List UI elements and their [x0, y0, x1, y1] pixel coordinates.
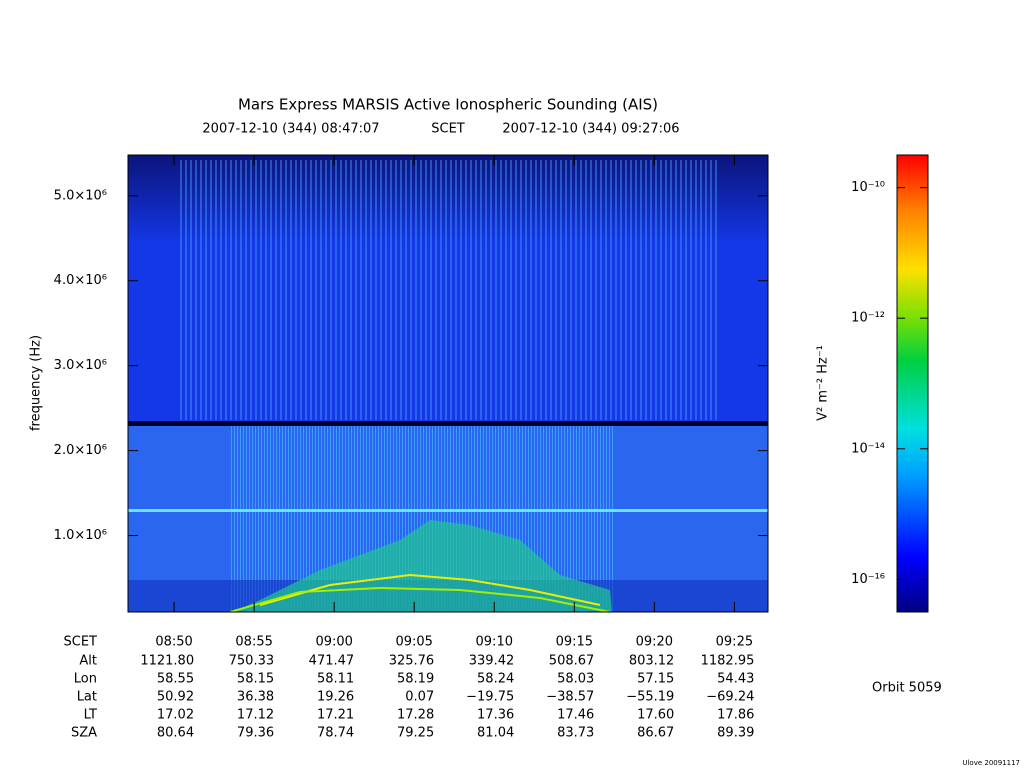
- ephemeris-value: 471.47: [309, 654, 355, 669]
- ephemeris-value: 79.36: [237, 726, 274, 741]
- ephemeris-value: 1121.80: [140, 654, 194, 669]
- ephemeris-value: 750.33: [229, 654, 275, 669]
- ephemeris-value: −69.24: [706, 690, 754, 705]
- ephemeris-value: 58.03: [557, 672, 594, 687]
- time-end: 2007-12-10 (344) 09:27:06: [502, 122, 679, 137]
- colorbar-tick-label: 10⁻¹⁰: [851, 180, 885, 195]
- y-tick-label: 2.0×10⁶: [54, 443, 107, 458]
- credit: Ulove 20091117: [962, 759, 1020, 767]
- ephemeris-value: −38.57: [546, 690, 594, 705]
- ephemeris-value: 17.21: [317, 708, 354, 723]
- ephemeris-value: 58.24: [477, 672, 514, 687]
- x-tick-label: 09:15: [556, 635, 593, 650]
- ephemeris-value: 1182.95: [701, 654, 755, 669]
- ephemeris-value: 79.25: [397, 726, 434, 741]
- ephemeris-value: 508.67: [549, 654, 595, 669]
- colorbar: [896, 154, 929, 613]
- ephemeris-value: 339.42: [469, 654, 515, 669]
- ephemeris-label: SZA: [71, 726, 97, 741]
- ephemeris-value: 81.04: [477, 726, 514, 741]
- spectrogram-image: [128, 155, 768, 613]
- ephemeris-value: 89.39: [717, 726, 754, 741]
- ephemeris-value: 54.43: [717, 672, 754, 687]
- y-tick-label: 3.0×10⁶: [54, 358, 107, 373]
- ephemeris-value: 83.73: [557, 726, 594, 741]
- ephemeris-value: −19.75: [466, 690, 514, 705]
- ephemeris-value: 80.64: [157, 726, 194, 741]
- ephemeris-value: 17.12: [237, 708, 274, 723]
- y-axis-label: frequency (Hz): [29, 335, 44, 431]
- orbit: Orbit 5059: [872, 681, 942, 696]
- ephemeris-value: 78.74: [317, 726, 354, 741]
- ephemeris-label: LT: [84, 708, 97, 723]
- ephemeris-value: 17.86: [717, 708, 754, 723]
- ephemeris-value: 803.12: [629, 654, 675, 669]
- x-tick-label: 09:05: [395, 635, 432, 650]
- x-axis-label: SCET: [64, 635, 98, 650]
- ephemeris-value: 58.11: [317, 672, 354, 687]
- ephemeris-value: 50.92: [157, 690, 194, 705]
- ephemeris-label: Lon: [74, 672, 97, 687]
- x-tick-label: 09:10: [476, 635, 513, 650]
- ephemeris-value: 57.15: [637, 672, 674, 687]
- ephemeris-value: 17.02: [157, 708, 194, 723]
- ephemeris-label: Alt: [79, 654, 97, 669]
- time-label: SCET: [431, 122, 465, 137]
- ephemeris-value: 58.19: [397, 672, 434, 687]
- ephemeris-label: Lat: [77, 690, 97, 705]
- ephemeris-value: 19.26: [317, 690, 354, 705]
- ephemeris-value: 58.55: [157, 672, 194, 687]
- ephemeris-value: 17.46: [557, 708, 594, 723]
- x-tick-label: 08:50: [155, 635, 192, 650]
- y-tick-label: 1.0×10⁶: [54, 528, 107, 543]
- ephemeris-value: 0.07: [405, 690, 434, 705]
- colorbar-tick-label: 10⁻¹⁴: [851, 441, 885, 456]
- ephemeris-value: 86.67: [637, 726, 674, 741]
- colorbar-label: V² m⁻² Hz⁻¹: [816, 345, 831, 421]
- ephemeris-value: −55.19: [626, 690, 674, 705]
- chart-title: Mars Express MARSIS Active Ionospheric S…: [238, 96, 658, 114]
- ephemeris-value: 325.76: [389, 654, 435, 669]
- colorbar-tick-label: 10⁻¹⁶: [851, 572, 885, 587]
- x-tick-label: 09:20: [636, 635, 673, 650]
- ephemeris-value: 17.28: [397, 708, 434, 723]
- y-tick-label: 4.0×10⁶: [54, 273, 107, 288]
- x-tick-label: 09:00: [315, 635, 352, 650]
- plot-frame: [127, 154, 769, 613]
- colorbar-tick-label: 10⁻¹²: [851, 311, 885, 326]
- ephemeris-value: 58.15: [237, 672, 274, 687]
- y-tick-label: 5.0×10⁶: [54, 188, 107, 203]
- x-tick-label: 08:55: [235, 635, 272, 650]
- ephemeris-value: 36.38: [237, 690, 274, 705]
- time-start: 2007-12-10 (344) 08:47:07: [202, 122, 379, 137]
- ephemeris-value: 17.36: [477, 708, 514, 723]
- x-tick-label: 09:25: [716, 635, 753, 650]
- ephemeris-value: 17.60: [637, 708, 674, 723]
